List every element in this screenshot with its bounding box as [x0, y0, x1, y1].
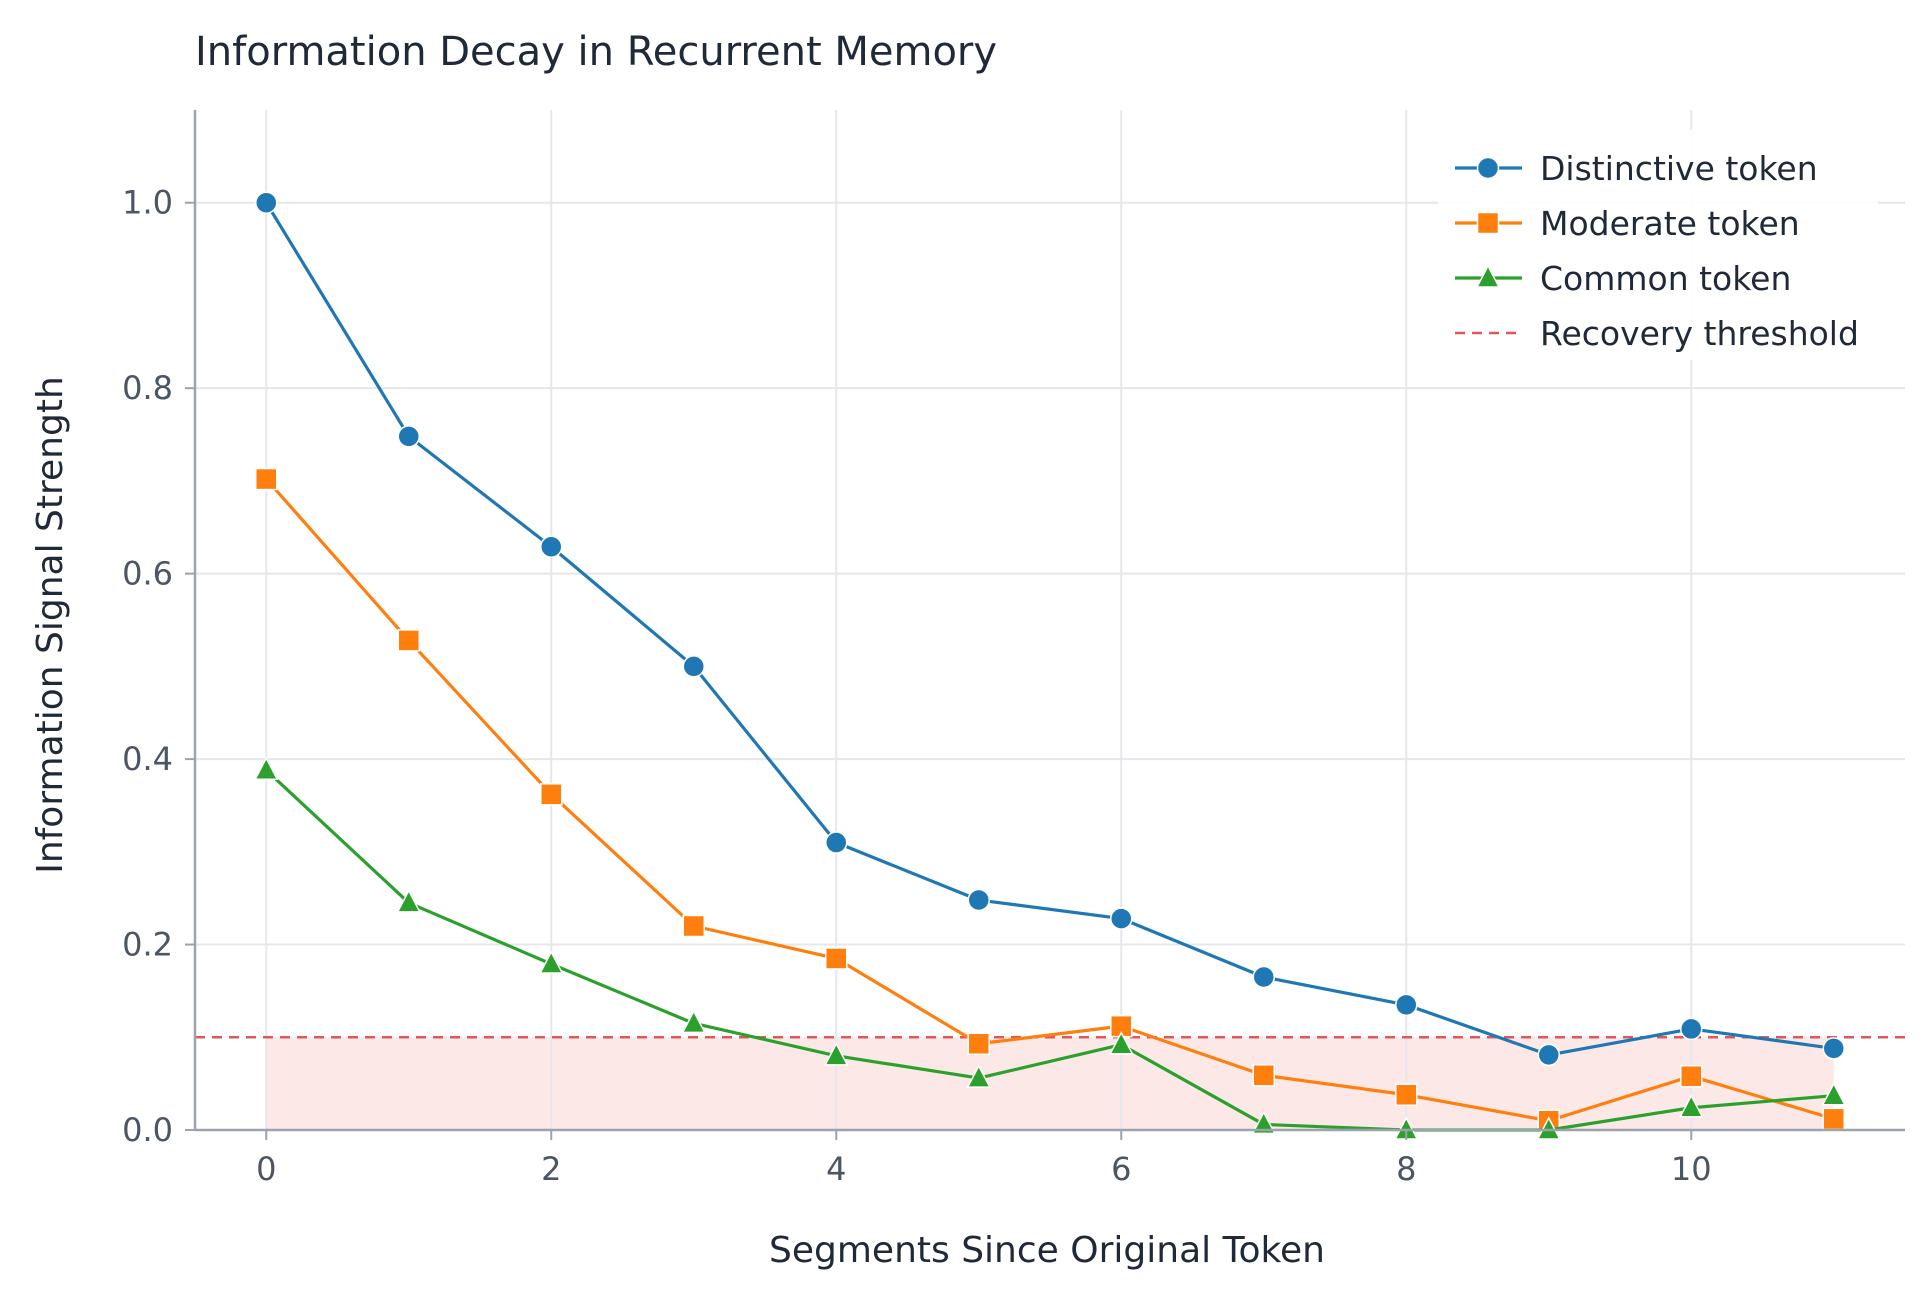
recovery-threshold-fill — [266, 1037, 1834, 1130]
data-point — [1679, 1094, 1704, 1118]
y-axis-label: Information Signal Strength — [30, 376, 71, 874]
data-point — [967, 1032, 990, 1056]
legend-label: Moderate token — [1540, 204, 1800, 243]
threshold-fill-layer — [266, 1037, 1834, 1130]
y-tick-label: 0.4 — [122, 740, 173, 778]
data-point — [1109, 1031, 1134, 1055]
data-point — [1252, 965, 1275, 989]
legend: Distinctive token Moderate token Common to… — [1438, 130, 1878, 360]
series-distinctive-token — [255, 191, 1845, 1067]
data-point — [540, 783, 563, 806]
data-point — [824, 1042, 849, 1066]
data-point — [1252, 1064, 1275, 1087]
data-point — [539, 950, 564, 974]
data-point — [682, 914, 705, 938]
legend-label: Common token — [1540, 259, 1791, 298]
plot-area — [193, 110, 1905, 1140]
y-tick-label: 0.6 — [122, 555, 173, 593]
x-axis-label: Segments Since Original Token — [769, 1230, 1325, 1271]
data-point — [396, 889, 421, 913]
data-point — [1475, 264, 1501, 288]
data-point — [1680, 1064, 1703, 1088]
series-line — [264, 477, 1836, 1123]
data-point — [1251, 1110, 1276, 1135]
legend-label: Distinctive token — [1540, 149, 1818, 188]
y-axis-ticks: 0.0 0.2 0.4 0.6 0.8 1.0 — [122, 184, 195, 1149]
data-point — [255, 191, 278, 214]
x-tick-label: 8 — [1396, 1150, 1416, 1188]
series-line — [264, 201, 1836, 1057]
y-tick-label: 1.0 — [122, 184, 173, 222]
x-tick-label: 4 — [826, 1150, 846, 1188]
x-axis-ticks: 0 2 4 6 8 10 — [256, 1130, 1712, 1188]
data-point — [1476, 211, 1500, 235]
data-point — [1822, 1107, 1845, 1131]
data-point — [254, 756, 279, 780]
y-tick-label: 0.0 — [122, 1111, 173, 1149]
data-point — [1536, 1116, 1561, 1140]
data-point — [1680, 1017, 1703, 1041]
axes-layer — [193, 110, 1905, 1132]
data-point — [540, 535, 563, 558]
series-layer — [254, 191, 1846, 1140]
data-point — [1822, 1037, 1845, 1060]
legend-item-common-token: Common token — [1455, 259, 1791, 298]
legend-label: Recovery threshold — [1540, 314, 1859, 353]
data-point — [397, 629, 420, 652]
data-point — [967, 888, 990, 912]
data-point — [966, 1064, 991, 1088]
data-point — [1476, 156, 1500, 180]
y-tick-label: 0.8 — [122, 369, 173, 407]
series-line — [264, 768, 1836, 1132]
data-point — [825, 831, 848, 854]
chart-title: Information Decay in Recurrent Memory — [195, 29, 997, 75]
x-tick-label: 6 — [1111, 1150, 1131, 1188]
data-point — [681, 1009, 706, 1034]
data-point — [825, 947, 848, 970]
data-point — [682, 655, 705, 678]
x-tick-label: 10 — [1671, 1150, 1712, 1188]
data-point — [1537, 1043, 1560, 1067]
x-tick-label: 2 — [541, 1150, 561, 1188]
data-point — [1395, 993, 1418, 1017]
data-point — [1395, 1083, 1418, 1107]
x-tick-label: 0 — [256, 1150, 276, 1188]
legend-item-moderate-token: Moderate token — [1455, 204, 1800, 243]
data-point — [397, 425, 420, 448]
data-point — [1821, 1082, 1846, 1106]
data-point — [1110, 907, 1133, 930]
series-common-token — [254, 756, 1846, 1140]
data-point — [255, 467, 278, 491]
legend-item-distinctive-token: Distinctive token — [1455, 149, 1818, 188]
y-tick-label: 0.2 — [122, 926, 173, 964]
series-moderate-token — [255, 467, 1845, 1132]
legend-item-recovery-threshold: Recovery threshold — [1455, 314, 1859, 353]
legend-items: Distinctive token Moderate token Common to… — [1455, 149, 1859, 353]
